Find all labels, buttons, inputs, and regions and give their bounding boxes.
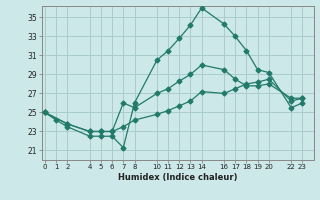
X-axis label: Humidex (Indice chaleur): Humidex (Indice chaleur) (118, 173, 237, 182)
